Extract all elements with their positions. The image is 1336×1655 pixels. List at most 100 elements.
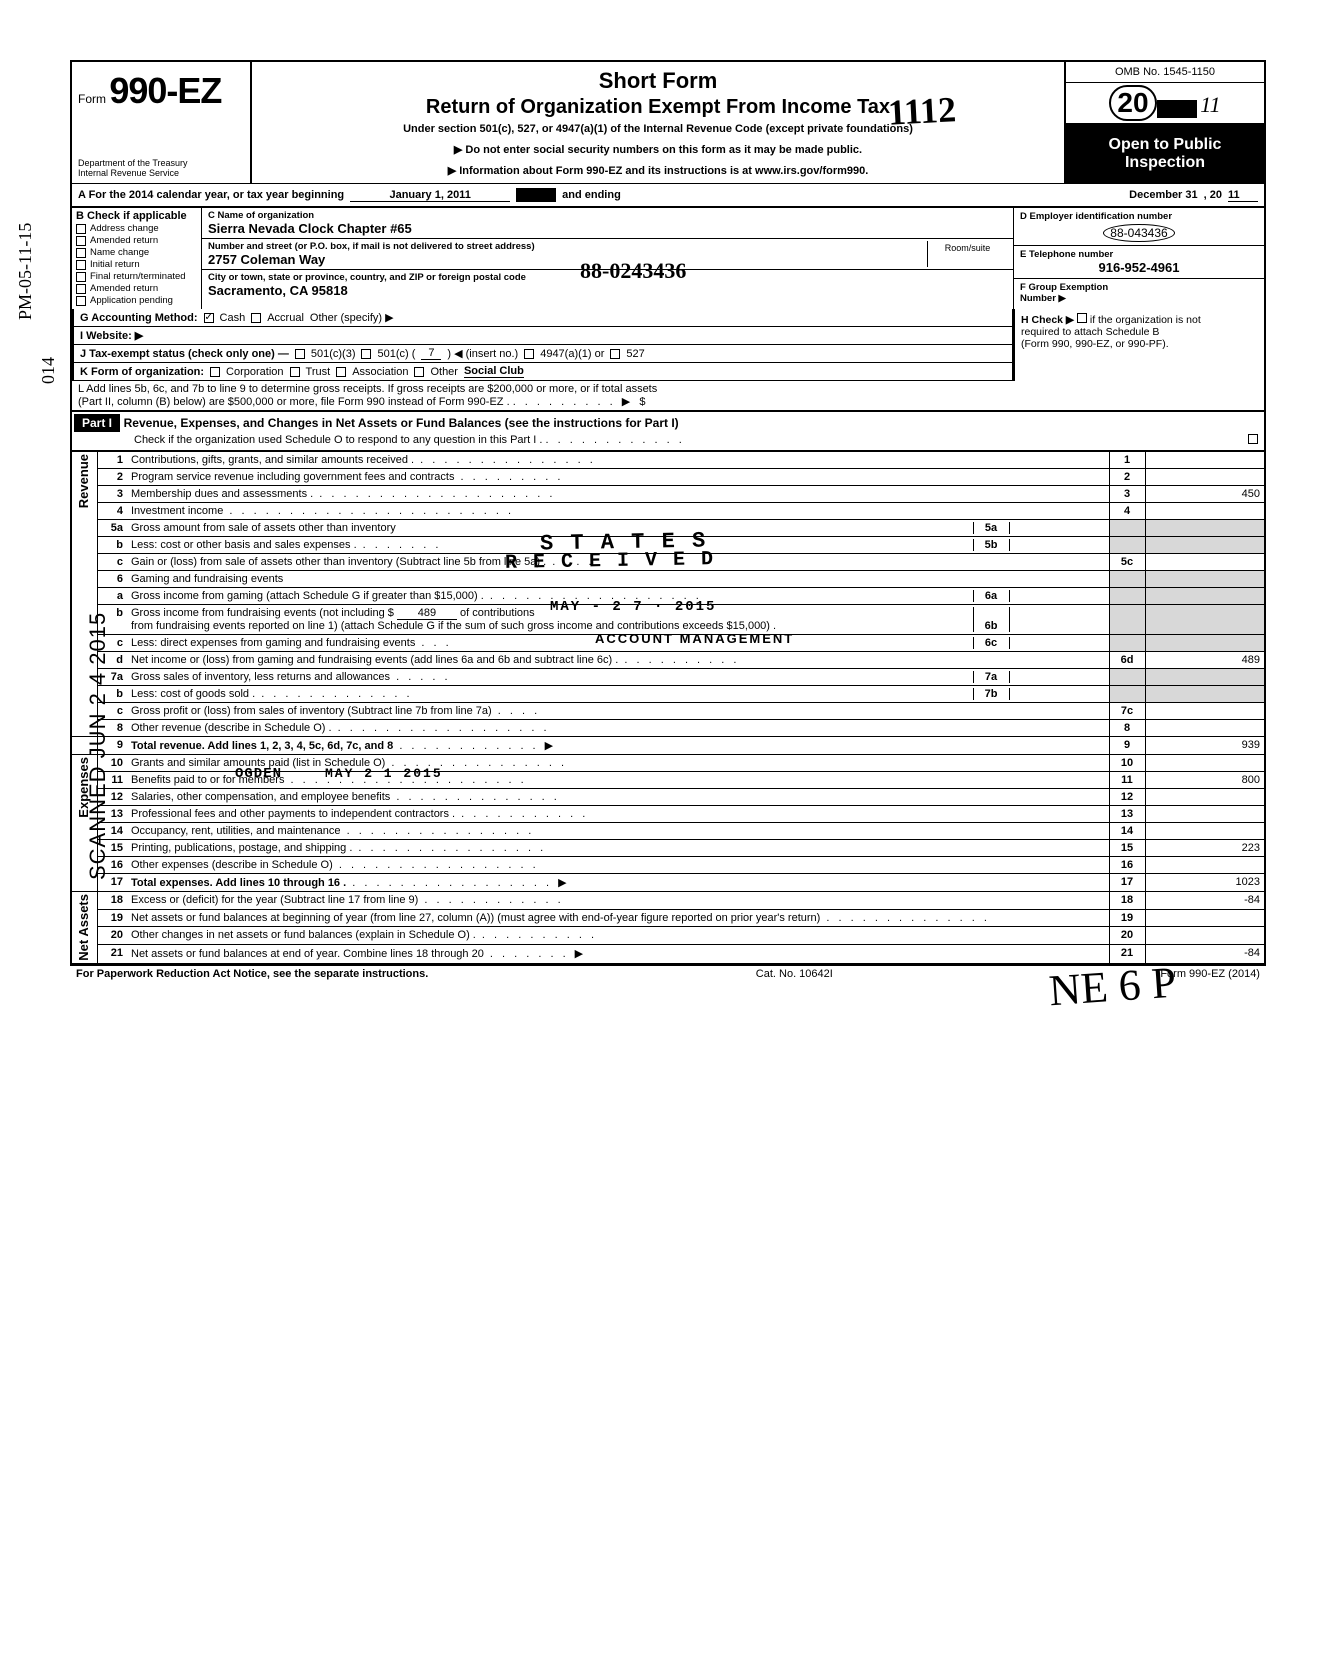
year-prefix: 20 — [1109, 85, 1156, 121]
chk-amended-2[interactable]: Amended return — [76, 283, 197, 294]
stamp-date-2: MAY 2 1 2015 — [325, 766, 443, 781]
row-a-end-20: , 20 — [1204, 189, 1222, 201]
side-netassets: Net Assets — [76, 894, 91, 961]
footer-left: For Paperwork Reduction Act Notice, see … — [76, 968, 428, 980]
chk-501c[interactable] — [361, 349, 371, 359]
handwritten-top-number: 1112 — [887, 88, 957, 134]
room-suite: Room/suite — [927, 241, 1007, 267]
row-20: 20Other changes in net assets or fund ba… — [71, 927, 1265, 945]
row-14: 14Occupancy, rent, utilities, and mainte… — [71, 823, 1265, 840]
dept-block: Department of the Treasury Internal Reve… — [78, 159, 244, 179]
header-left: Form 990-EZ Department of the Treasury I… — [72, 62, 252, 183]
part-1-badge: Part I — [74, 414, 120, 432]
chk-4947[interactable] — [524, 349, 534, 359]
line-g: G Accounting Method: Cash Accrual Other … — [72, 309, 1014, 327]
side-revenue: Revenue — [76, 454, 91, 508]
col-def: D Employer identification number 88-0434… — [1014, 208, 1264, 309]
form-header: Form 990-EZ Department of the Treasury I… — [70, 60, 1266, 183]
row-4: 4 Investment income . . . . . . . . . . … — [71, 503, 1265, 520]
row-7c: c Gross profit or (loss) from sales of i… — [71, 703, 1265, 720]
line-l: L Add lines 5b, 6c, and 7b to line 9 to … — [70, 381, 1266, 412]
row-18: Net Assets 18Excess or (deficit) for the… — [71, 892, 1265, 910]
chk-501c3[interactable] — [295, 349, 305, 359]
row-6d: d Net income or (loss) from gaming and f… — [71, 652, 1265, 669]
phone-label: E Telephone number — [1020, 249, 1258, 260]
year-box: 20 11 — [1066, 83, 1264, 124]
form-prefix: Form — [78, 92, 106, 106]
chk-sched-b[interactable] — [1077, 313, 1087, 323]
chk-assoc[interactable] — [336, 367, 346, 377]
lines-g-to-l: G Accounting Method: Cash Accrual Other … — [70, 309, 1266, 381]
note-ssn: ▶ Do not enter social security numbers o… — [262, 143, 1054, 156]
margin-scanned-stamp: SCANNED JUN 2 4 2015 — [85, 612, 111, 880]
line-l-1: L Add lines 5b, 6c, and 7b to line 9 to … — [78, 383, 1258, 395]
row-a-begin: January 1, 2011 — [350, 189, 510, 202]
page: 1112 88-0243436 PM-05-11-15 014 SCANNED … — [70, 60, 1266, 982]
chk-527[interactable] — [610, 349, 620, 359]
chk-final[interactable]: Final return/terminated — [76, 271, 197, 282]
row-7b: b Less: cost of goods sold . . . . . . .… — [71, 686, 1265, 703]
cell-org-name: C Name of organization Sierra Nevada Clo… — [202, 208, 1013, 239]
margin-arrow: 014 — [38, 357, 59, 384]
line-g-label: G Accounting Method: — [80, 312, 198, 324]
line-j-label: J Tax-exempt status (check only one) — — [80, 348, 289, 360]
row-19: 19Net assets or fund balances at beginni… — [71, 909, 1265, 927]
year-handwritten: 11 — [1200, 92, 1220, 117]
chk-trust[interactable] — [290, 367, 300, 377]
chk-amended-1[interactable]: Amended return — [76, 235, 197, 246]
stamp-ogden: OGDEN — [235, 766, 282, 782]
side-expenses: Expenses — [76, 757, 91, 818]
row-17: 17Total expenses. Add lines 10 through 1… — [71, 874, 1265, 892]
addr-value: 2757 Coleman Way — [208, 252, 927, 267]
col-b: B Check if applicable Address change Ame… — [72, 208, 202, 309]
group-label-1: F Group Exemption — [1020, 282, 1258, 293]
chk-schedule-o[interactable] — [1248, 434, 1258, 444]
row-8: 8 Other revenue (describe in Schedule O)… — [71, 720, 1265, 737]
margin-date-note: PM-05-11-15 — [15, 223, 36, 320]
cell-phone: E Telephone number 916-952-4961 — [1014, 246, 1264, 279]
row-2: 2 Program service revenue including gove… — [71, 469, 1265, 486]
part-1-header: Part I Revenue, Expenses, and Changes in… — [70, 412, 1266, 452]
addr-label: Number and street (or P.O. box, if mail … — [208, 241, 927, 252]
row-6: 6 Gaming and fundraising events — [71, 571, 1265, 588]
row-9: 9 Total revenue. Add lines 1, 2, 3, 4, 5… — [71, 737, 1265, 755]
chk-address-change[interactable]: Address change — [76, 223, 197, 234]
phone-value: 916-952-4961 — [1020, 260, 1258, 275]
row-21: 21Net assets or fund balances at end of … — [71, 944, 1265, 963]
chk-accrual[interactable] — [251, 313, 261, 323]
stamp-date-1: MAY - 2 7 · 2015 — [550, 599, 716, 615]
chk-other-org[interactable] — [414, 367, 424, 377]
row-16: 16Other expenses (describe in Schedule O… — [71, 857, 1265, 874]
stamp-received: R E C E I V E D — [505, 548, 715, 575]
open-to-public: Open to Public Inspection — [1066, 124, 1264, 183]
row-a-text-2: and ending — [562, 189, 621, 201]
line-i: I Website: ▶ — [72, 327, 1014, 345]
cell-group: F Group Exemption Number ▶ — [1014, 279, 1264, 307]
chk-initial[interactable]: Initial return — [76, 259, 197, 270]
row-7a: 7a Gross sales of inventory, less return… — [71, 669, 1265, 686]
chk-application[interactable]: Application pending — [76, 295, 197, 306]
line-l-2: (Part II, column (B) below) are $500,000… — [78, 396, 510, 408]
chk-cash[interactable] — [204, 313, 214, 323]
row-12: 12Salaries, other compensation, and empl… — [71, 789, 1265, 806]
stamp-dept: ACCOUNT MANAGEMENT — [595, 631, 794, 646]
form-number-block: Form 990-EZ — [78, 70, 244, 112]
line-i-label: I Website: ▶ — [80, 329, 143, 342]
open-line-2: Inspection — [1068, 154, 1262, 172]
handwritten-bottom: NE 6 P — [1047, 956, 1177, 1016]
line-h-block: H Check ▶ if the organization is not req… — [1014, 309, 1264, 381]
margin-date: PM-05-11-15 — [15, 223, 35, 320]
chk-name-change[interactable]: Name change — [76, 247, 197, 258]
ein-value: 88-043436 — [1103, 224, 1174, 242]
dept-line-2: Internal Revenue Service — [78, 169, 244, 179]
row-a-end-year: 11 — [1228, 189, 1258, 202]
line-k-label: K Form of organization: — [80, 366, 204, 378]
chk-corp[interactable] — [210, 367, 220, 377]
omb-number: OMB No. 1545-1150 — [1066, 62, 1264, 83]
part-1-title: Revenue, Expenses, and Changes in Net As… — [124, 416, 679, 430]
part-1-check-note: Check if the organization used Schedule … — [74, 432, 1264, 448]
row-a-end-month: December 31 — [1129, 189, 1198, 201]
row-1: Revenue 1 Contributions, gifts, grants, … — [71, 452, 1265, 469]
note-info: ▶ Information about Form 990-EZ and its … — [262, 164, 1054, 177]
form-number: 990-EZ — [109, 70, 221, 111]
